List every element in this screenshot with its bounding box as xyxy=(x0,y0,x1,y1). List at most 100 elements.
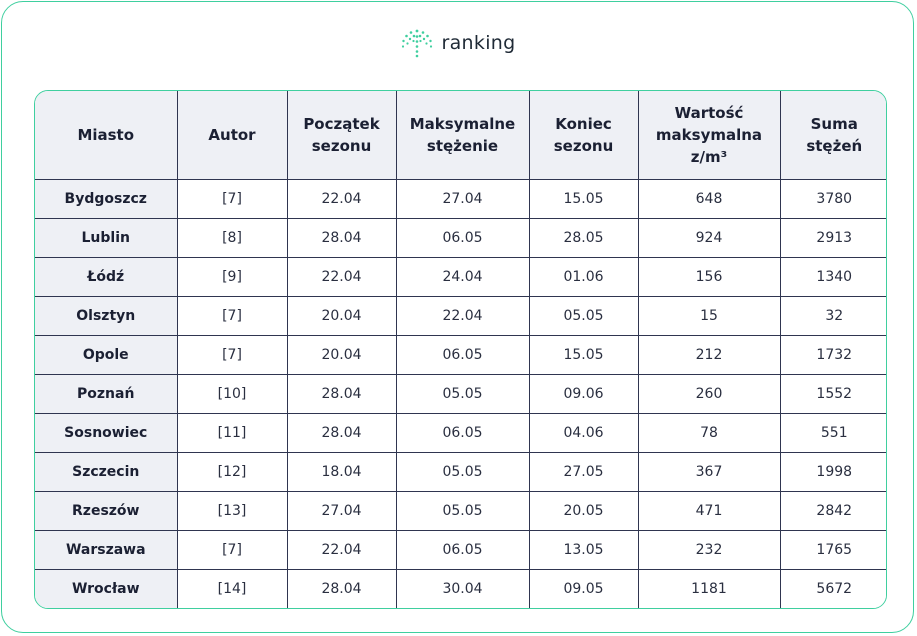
cell-max-concentration: 05.05 xyxy=(395,374,530,414)
cell-city: Poznań xyxy=(35,374,178,414)
cell-season-start: 20.04 xyxy=(286,296,397,336)
header-season-start: Początek sezonu xyxy=(286,91,397,180)
cell-city: Warszawa xyxy=(35,530,178,570)
cell-season-start: 18.04 xyxy=(286,452,397,492)
cell-season-start: 22.04 xyxy=(286,257,397,297)
cell-season-start: 27.04 xyxy=(286,491,397,531)
cell-max-value: 15 xyxy=(637,296,781,336)
cell-max-value: 367 xyxy=(637,452,781,492)
table-row: Wrocław [14] 28.04 30.04 09.05 1181 5672 xyxy=(35,569,886,608)
cell-max-value: 212 xyxy=(637,335,781,375)
cell-max-value: 648 xyxy=(637,179,781,219)
cell-author: [7] xyxy=(176,530,288,570)
table-row: Szczecin [12] 18.04 05.05 27.05 367 1998 xyxy=(35,452,886,492)
cell-sum-concentrations: 1340 xyxy=(779,257,886,297)
cell-city: Sosnowiec xyxy=(35,413,178,453)
cell-city: Szczecin xyxy=(35,452,178,492)
cell-season-start: 28.04 xyxy=(286,374,397,414)
table-header-row: Miasto Autor Początek sezonu Maksymalne … xyxy=(35,91,886,180)
cell-max-concentration: 30.04 xyxy=(395,569,530,608)
cell-max-value: 260 xyxy=(637,374,781,414)
cell-city: Olsztyn xyxy=(35,296,178,336)
cell-max-value: 924 xyxy=(637,218,781,258)
cell-season-start: 22.04 xyxy=(286,179,397,219)
cell-season-end: 01.06 xyxy=(528,257,639,297)
cell-author: [13] xyxy=(176,491,288,531)
cell-season-end: 27.05 xyxy=(528,452,639,492)
cell-max-concentration: 22.04 xyxy=(395,296,530,336)
brand-logo[interactable]: ranking xyxy=(2,28,913,58)
cell-season-start: 28.04 xyxy=(286,413,397,453)
cell-author: [9] xyxy=(176,257,288,297)
cell-sum-concentrations: 1765 xyxy=(779,530,886,570)
cell-author: [11] xyxy=(176,413,288,453)
cell-season-end: 13.05 xyxy=(528,530,639,570)
cell-max-concentration: 06.05 xyxy=(395,530,530,570)
cell-city: Łódź xyxy=(35,257,178,297)
header-author: Autor xyxy=(176,91,288,180)
table-row: Olsztyn [7] 20.04 22.04 05.05 15 32 xyxy=(35,296,886,336)
cell-max-value: 78 xyxy=(637,413,781,453)
cell-author: [14] xyxy=(176,569,288,608)
table-row: Lublin [8] 28.04 06.05 28.05 924 2913 xyxy=(35,218,886,258)
table-row: Warszawa [7] 22.04 06.05 13.05 232 1765 xyxy=(35,530,886,570)
cell-sum-concentrations: 5672 xyxy=(779,569,886,608)
brand-name: ranking xyxy=(441,31,516,54)
cell-sum-concentrations: 1732 xyxy=(779,335,886,375)
cell-sum-concentrations: 551 xyxy=(779,413,886,453)
table-row: Opole [7] 20.04 06.05 15.05 212 1732 xyxy=(35,335,886,375)
header-season-end: Koniec sezonu xyxy=(528,91,639,180)
cell-author: [12] xyxy=(176,452,288,492)
header-city: Miasto xyxy=(35,91,178,180)
cell-season-start: 20.04 xyxy=(286,335,397,375)
cell-sum-concentrations: 2913 xyxy=(779,218,886,258)
cell-season-start: 28.04 xyxy=(286,569,397,608)
cell-sum-concentrations: 3780 xyxy=(779,179,886,219)
cell-max-concentration: 06.05 xyxy=(395,218,530,258)
cell-sum-concentrations: 1552 xyxy=(779,374,886,414)
cell-season-end: 09.06 xyxy=(528,374,639,414)
pollen-season-table: Miasto Autor Początek sezonu Maksymalne … xyxy=(34,90,887,609)
cell-max-concentration: 24.04 xyxy=(395,257,530,297)
cell-author: [7] xyxy=(176,335,288,375)
cell-max-concentration: 06.05 xyxy=(395,413,530,453)
header-sum-concentrations: Suma stężeń xyxy=(779,91,886,180)
cell-city: Rzeszów xyxy=(35,491,178,531)
cell-season-end: 20.05 xyxy=(528,491,639,531)
cell-max-concentration: 27.04 xyxy=(395,179,530,219)
cell-sum-concentrations: 32 xyxy=(779,296,886,336)
cell-city: Opole xyxy=(35,335,178,375)
cell-season-start: 28.04 xyxy=(286,218,397,258)
header-max-value: Wartość maksymalna z/m³ xyxy=(637,91,781,180)
cell-max-concentration: 05.05 xyxy=(395,491,530,531)
cell-season-end: 09.05 xyxy=(528,569,639,608)
cell-city: Wrocław xyxy=(35,569,178,608)
cell-season-start: 22.04 xyxy=(286,530,397,570)
cell-max-concentration: 06.05 xyxy=(395,335,530,375)
cell-season-end: 05.05 xyxy=(528,296,639,336)
cell-season-end: 04.06 xyxy=(528,413,639,453)
table-row: Łódź [9] 22.04 24.04 01.06 156 1340 xyxy=(35,257,886,297)
cell-sum-concentrations: 1998 xyxy=(779,452,886,492)
cell-sum-concentrations: 2842 xyxy=(779,491,886,531)
cell-author: [8] xyxy=(176,218,288,258)
table-row: Rzeszów [13] 27.04 05.05 20.05 471 2842 xyxy=(35,491,886,531)
cell-season-end: 15.05 xyxy=(528,179,639,219)
cell-author: [7] xyxy=(176,179,288,219)
cell-max-value: 232 xyxy=(637,530,781,570)
cell-author: [7] xyxy=(176,296,288,336)
cell-season-end: 15.05 xyxy=(528,335,639,375)
cell-city: Bydgoszcz xyxy=(35,179,178,219)
data-table: Miasto Autor Początek sezonu Maksymalne … xyxy=(35,91,886,608)
cell-max-value: 471 xyxy=(637,491,781,531)
table-row: Sosnowiec [11] 28.04 06.05 04.06 78 551 xyxy=(35,413,886,453)
ranking-logo-icon xyxy=(401,29,432,58)
cell-city: Lublin xyxy=(35,218,178,258)
cell-max-value: 1181 xyxy=(637,569,781,608)
cell-max-value: 156 xyxy=(637,257,781,297)
header-max-concentration: Maksymalne stężenie xyxy=(395,91,530,180)
cell-author: [10] xyxy=(176,374,288,414)
cell-season-end: 28.05 xyxy=(528,218,639,258)
table-row: Poznań [10] 28.04 05.05 09.06 260 1552 xyxy=(35,374,886,414)
